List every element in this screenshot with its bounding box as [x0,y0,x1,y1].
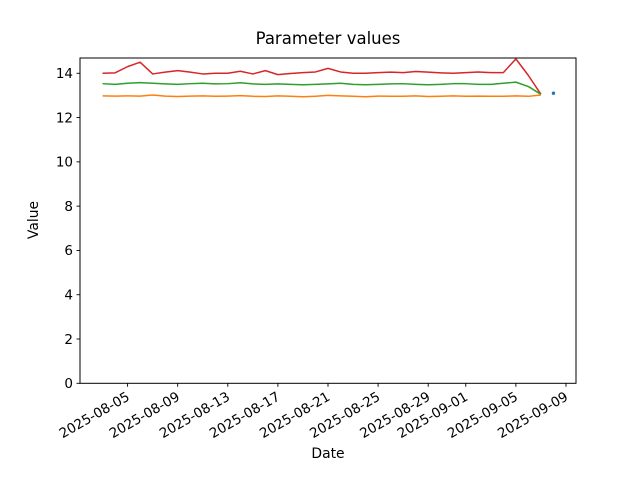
plot-border [79,57,577,384]
y-tick-label: 10 [56,155,73,171]
y-tick-label: 6 [64,243,73,259]
red-series-line [102,58,542,95]
y-tick-label: 4 [64,288,73,304]
y-tick-label: 12 [56,110,73,126]
y-axis-label: Value [26,201,42,239]
plot-area: 024681012142025-08-052025-08-092025-08-1… [56,57,577,442]
y-tick-label: 14 [56,66,73,82]
y-tick-label: 8 [64,199,73,215]
blue-point-marker [551,91,556,95]
x-axis-label: Date [311,446,344,462]
y-tick-label: 0 [64,376,73,392]
y-tick-label: 2 [64,332,73,348]
green-series-line [102,81,542,95]
chart-title: Parameter values [256,29,401,48]
orange-series-line [102,94,542,98]
